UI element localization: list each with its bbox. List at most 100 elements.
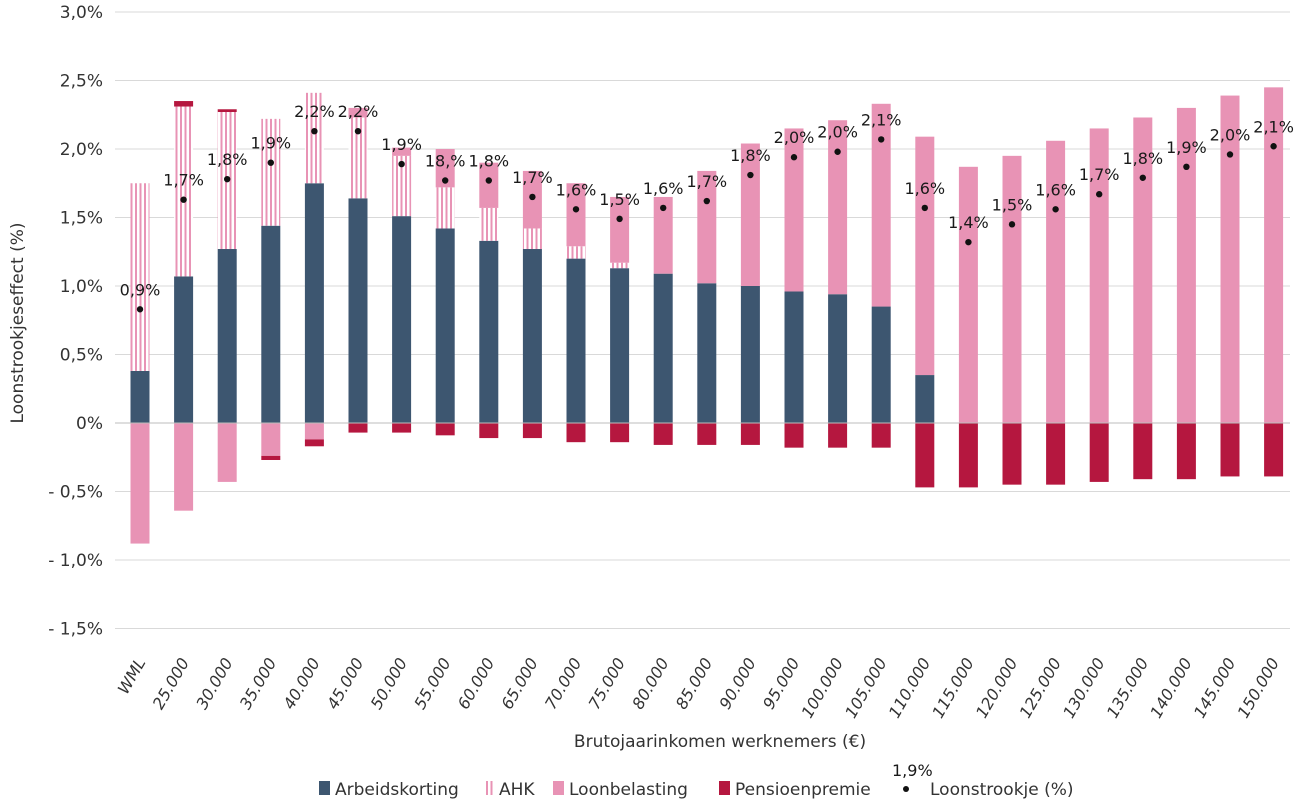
loonstrookje-point (136, 306, 144, 313)
bar-segment-loonbelasting (1220, 95, 1240, 423)
y-tick-label: 3,0% (60, 3, 103, 23)
bar-segment-loonbelasting (217, 423, 237, 482)
loonstrookje-point (529, 193, 536, 201)
bars (130, 87, 1284, 544)
x-tick-label: 145.000 (1190, 655, 1240, 722)
data-label: 18,% (425, 152, 466, 171)
bar-segment-loonbelasting (1002, 155, 1022, 423)
data-label: 1,6% (904, 179, 945, 198)
bar-segment-loonbelasting (348, 107, 368, 118)
x-tick-label: 75.000 (585, 655, 629, 713)
bar-segment-arbeidskorting (915, 375, 935, 423)
bar-segment-loonbelasting (871, 103, 891, 307)
bar-segment-arbeidskorting (740, 286, 760, 423)
loonstrookje-point (965, 238, 972, 246)
loonstrookje-point (790, 154, 798, 161)
bar-segment-arbeidskorting (217, 249, 237, 423)
bar-segment-ahk (435, 187, 455, 229)
data-label: 0,9% (120, 280, 161, 299)
legend-swatch-ahk (484, 781, 495, 795)
loonstrookje-point (1183, 163, 1190, 171)
bar-segment-loonbelasting (1133, 117, 1153, 424)
bar-segment-pensioenpremie (261, 455, 281, 460)
bar-segment-loonbelasting (915, 136, 935, 376)
loonstrookje-point (660, 204, 667, 212)
bar-segment-ahk (392, 155, 412, 217)
legend-swatch-loonbelasting (553, 781, 564, 795)
bar-segment-arbeidskorting (304, 183, 324, 423)
legend: Arbeidskorting AHK Loonbelasting Pensioe… (319, 761, 1074, 800)
loonstrookje-point (485, 177, 492, 184)
bar-segment-loonbelasting (1264, 87, 1284, 423)
bar-segment-arbeidskorting (261, 225, 281, 423)
bar-segment-pensioenpremie (1264, 423, 1284, 477)
bar-segment-ahk (130, 183, 150, 371)
x-tick-label: 80.000 (628, 655, 672, 713)
data-label: 1,8% (1122, 149, 1163, 168)
y-tick-label: 0,5% (60, 346, 103, 366)
y-tick-label: 1,0% (60, 277, 103, 297)
bar-segment-loonbelasting (828, 120, 848, 295)
bar-segment-ahk (174, 106, 194, 277)
loonstrookje-point (572, 206, 580, 213)
y-axis-ticks: 3,0% 2,5% 2,0% 1,5% 1,0% 0,5% 0% - 0,5% - 1,0% - … (48, 3, 103, 640)
bar-segment-pensioenpremie (217, 109, 237, 113)
bar-segment-loonbelasting (1176, 107, 1196, 424)
loonstrookje-point (834, 148, 841, 155)
bar-segment-pensioenpremie (174, 101, 194, 107)
loonstrookje-point (1096, 191, 1103, 198)
bar-segment-loonbelasting (697, 170, 717, 284)
bar-segment-pensioenpremie (1133, 423, 1153, 480)
data-label: 2,2% (294, 102, 335, 121)
x-axis-ticks: WML 25.000 30.000 35.000 40.000 45.000 50.000 5… (114, 655, 1283, 722)
bar-segment-loonbelasting (1089, 128, 1109, 423)
x-tick-label: 45.000 (323, 655, 367, 713)
data-label: 2,1% (1253, 117, 1294, 136)
data-label: 1,5% (992, 195, 1033, 214)
data-label: 2,0% (1210, 125, 1251, 144)
x-tick-label: WML (114, 655, 150, 698)
bar-segment-loonbelasting (479, 162, 499, 208)
x-tick-label: 135.000 (1103, 655, 1153, 722)
loonstrookje-point (747, 171, 754, 179)
loonstrookje-point (921, 204, 928, 212)
legend-sample-label: 1,9% (892, 761, 933, 780)
x-tick-label: 65.000 (497, 655, 541, 713)
loonstrookje-point (1226, 151, 1234, 158)
x-tick-label: 55.000 (410, 655, 454, 713)
legend-label-loonstrookje: Loonstrookje (%) (930, 780, 1074, 800)
loonstrookje-points: 0,9%1,7%1,8%1,9%2,2% 2,2%1,9%18,% 1,8%1,7%… (120, 102, 1294, 313)
bar-segment-pensioenpremie (479, 423, 499, 439)
bar-segment-arbeidskorting (653, 273, 673, 423)
data-label: 1,6% (643, 179, 684, 198)
bar-segment-arbeidskorting (435, 228, 455, 423)
data-label: 1,8% (730, 146, 771, 165)
legend-swatch-pensioenpremie (719, 781, 730, 795)
x-tick-label: 90.000 (715, 655, 759, 713)
bar-segment-ahk (479, 207, 499, 241)
bar-segment-arbeidskorting (871, 306, 891, 423)
bar-segment-pensioenpremie (435, 423, 455, 436)
x-tick-label: 50.000 (367, 655, 411, 713)
y-tick-label: 0% (76, 414, 103, 434)
y-tick-label: - 0,5% (48, 483, 103, 503)
y-tick-label: 2,5% (60, 72, 103, 92)
y-tick-label: - 1,5% (48, 620, 103, 640)
legend-label-arbeidskorting: Arbeidskorting (335, 780, 459, 800)
bar-segment-arbeidskorting (566, 258, 586, 423)
bar-segment-loonbelasting (566, 183, 586, 247)
bar-segment-arbeidskorting (522, 249, 542, 423)
loonstrookje-point (442, 177, 449, 184)
loonstrookje-point (616, 215, 623, 223)
data-label: 1,6% (556, 180, 597, 199)
data-label: 1,6% (1035, 180, 1076, 199)
legend-label-loonbelasting: Loonbelasting (569, 780, 688, 800)
bar-segment-pensioenpremie (1046, 423, 1066, 485)
bar-segment-loonbelasting (1046, 140, 1066, 423)
loonstrookje-point (398, 160, 405, 168)
bar-segment-pensioenpremie (915, 423, 935, 488)
bar-segment-ahk (348, 117, 368, 199)
bar-segment-pensioenpremie (653, 423, 673, 445)
bar-segment-arbeidskorting (828, 294, 848, 423)
